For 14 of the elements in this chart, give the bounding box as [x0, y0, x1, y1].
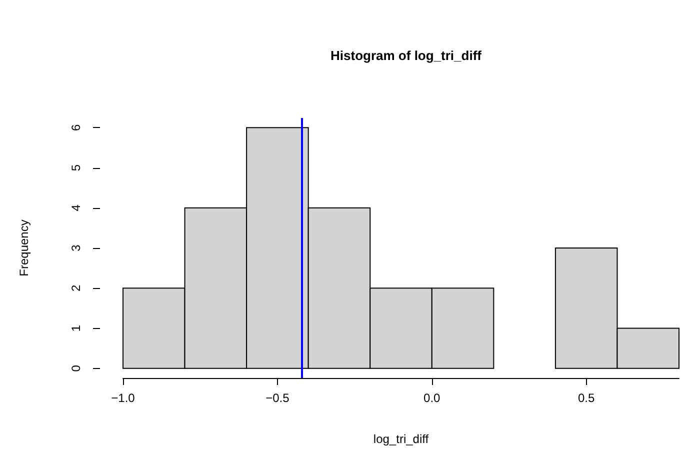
y-axis-title: Frequency [17, 220, 31, 276]
y-tick-label: 1 [69, 324, 83, 332]
y-tick-label: 3 [69, 244, 83, 252]
chart-title: Histogram of log_tri_diff [330, 48, 482, 63]
y-tick-label: 2 [69, 284, 83, 292]
y-tick-label: 6 [69, 124, 83, 131]
x-tick-label: −1.0 [111, 391, 136, 405]
x-tick-label: 0.5 [578, 391, 595, 405]
y-tick-label: 0 [69, 364, 83, 372]
x-tick-label: 0.0 [424, 391, 441, 405]
y-tick-label: 4 [69, 204, 83, 212]
x-axis-title: log_tri_diff [373, 432, 430, 446]
x-tick-label: −0.5 [266, 391, 290, 405]
y-tick-label: 5 [69, 164, 83, 172]
